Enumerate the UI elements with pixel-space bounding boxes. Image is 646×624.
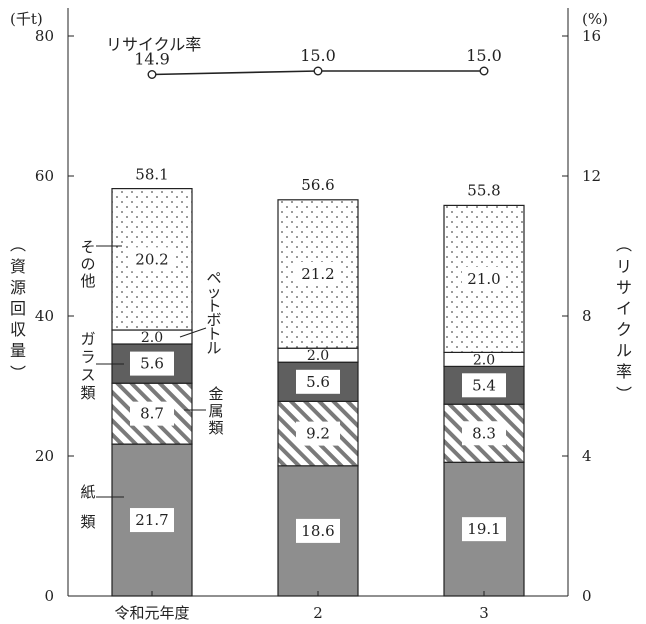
annotation-pet: ト	[206, 297, 221, 315]
axis-label-char: イ	[616, 299, 632, 318]
annotation-pet: ト	[206, 325, 221, 343]
recycling-rate-line: 14.9 15.0 15.0	[134, 46, 502, 79]
total-label: 58.1	[135, 165, 168, 183]
x-axis-labels: 令和元年度 2 3	[114, 591, 489, 622]
annotation-metal: 属	[208, 402, 223, 420]
value-label-box	[130, 508, 174, 533]
value-labels: 21.7 8.7 5.6 2.0 20.2 18.6 9.2 5.6 2.0 21.2 19.1 8.…	[130, 247, 506, 543]
total-label: 56.6	[301, 176, 334, 194]
value-label-other: 21.2	[301, 265, 334, 283]
rate-label: 15.0	[466, 46, 502, 65]
right-tick-label: 0	[582, 587, 592, 605]
value-label-pet: 2.0	[141, 330, 163, 346]
value-label-box	[130, 351, 174, 376]
axis-label-char: 率	[616, 362, 632, 381]
value-label-glass: 5.4	[472, 376, 496, 394]
right-tick-label: 16	[582, 27, 601, 45]
value-label-box	[130, 247, 174, 272]
left-tick-label: 40	[35, 307, 54, 325]
left-axis-unit: (千t)	[10, 10, 43, 28]
value-label-pet: 2.0	[473, 352, 495, 368]
axis-label-char: 量	[10, 341, 26, 360]
annotation-line-pet	[179, 327, 207, 338]
value-label-other: 20.2	[135, 250, 168, 268]
total-label: 55.8	[467, 181, 500, 199]
x-tick-label: 令和元年度	[114, 604, 189, 622]
axis-label-char: 回	[10, 299, 26, 318]
value-label-pet: 2.0	[307, 348, 329, 364]
annotation-pet: ペ	[206, 269, 221, 287]
value-label-metal: 8.3	[472, 424, 496, 442]
axis-label-char: サ	[616, 278, 632, 297]
rate-point	[313, 66, 323, 76]
rate-label: 14.9	[134, 50, 170, 69]
value-label-box	[296, 369, 340, 394]
recycling-rate-legend: リサイクル率	[106, 35, 201, 54]
axis-label-char: 収	[10, 320, 26, 339]
annotation-pet: ボ	[206, 311, 221, 329]
axis-label-char: 資	[10, 257, 26, 276]
x-tick-label: 3	[479, 604, 489, 622]
value-label-metal: 8.7	[140, 405, 164, 423]
value-label-other: 21.0	[467, 270, 500, 288]
annotation-other: 他	[80, 272, 95, 290]
rate-point	[147, 69, 157, 79]
annotation-glass: 類	[80, 384, 95, 402]
axis-label-char: リ	[616, 257, 632, 276]
left-tick-label: 80	[35, 27, 54, 45]
left-tick-label: 0	[44, 587, 54, 605]
rate-point	[479, 66, 489, 76]
value-label-box	[130, 401, 174, 426]
value-label-glass: 5.6	[140, 355, 164, 373]
value-label-metal: 9.2	[306, 425, 330, 443]
right-tick-label: 12	[582, 167, 601, 185]
value-label-box	[296, 421, 340, 446]
annotation-glass: ラ	[80, 348, 95, 366]
right-tick-label: 8	[582, 307, 592, 325]
value-label-paper: 19.1	[467, 520, 500, 538]
axis-label-char: ル	[616, 341, 632, 360]
value-label-glass: 5.6	[306, 373, 330, 391]
annotation-other: そ	[80, 238, 95, 256]
x-tick-label: 2	[313, 604, 323, 622]
annotation-metal: 類	[208, 419, 223, 437]
annotation-metal: 金	[208, 385, 223, 403]
left-tick-label: 60	[35, 167, 54, 185]
annotation-glass: ス	[80, 366, 95, 384]
annotation-paper: 紙	[80, 483, 95, 501]
left-tick-label: 20	[35, 447, 54, 465]
right-axis-label: ︵ リサイクル率 ︶	[616, 235, 632, 404]
value-label-box	[462, 373, 506, 398]
axis-label-char: 源	[10, 278, 26, 297]
rate-label: 15.0	[300, 46, 336, 65]
left-axis-ticks: 0 20 40 60 80	[35, 27, 74, 605]
annotation-pet: ル	[206, 339, 221, 357]
value-label-paper: 18.6	[301, 522, 334, 540]
axis-label-bracket: ︵	[616, 235, 632, 254]
right-axis-unit: (%)	[582, 10, 608, 28]
right-axis-ticks: 0 4 8 12 16	[562, 27, 601, 605]
value-label-paper: 21.7	[135, 511, 168, 529]
axis-label-char: ク	[616, 320, 632, 339]
value-label-box	[296, 262, 340, 286]
value-label-box	[462, 517, 506, 542]
value-label-box	[462, 421, 506, 446]
annotation-glass: ガ	[80, 330, 95, 348]
axis-label-bracket: ︶	[10, 364, 26, 383]
annotation-paper: 類	[80, 513, 95, 531]
value-label-box	[462, 266, 506, 291]
total-labels: 58.1 56.6 55.8	[135, 165, 500, 199]
value-label-box	[296, 518, 340, 543]
axis-label-bracket: ︶	[616, 385, 632, 404]
right-tick-label: 4	[582, 447, 592, 465]
axis-label-bracket: ︵	[10, 235, 26, 254]
annotation-other: の	[80, 255, 95, 273]
annotation-pet: ッ	[206, 283, 221, 301]
